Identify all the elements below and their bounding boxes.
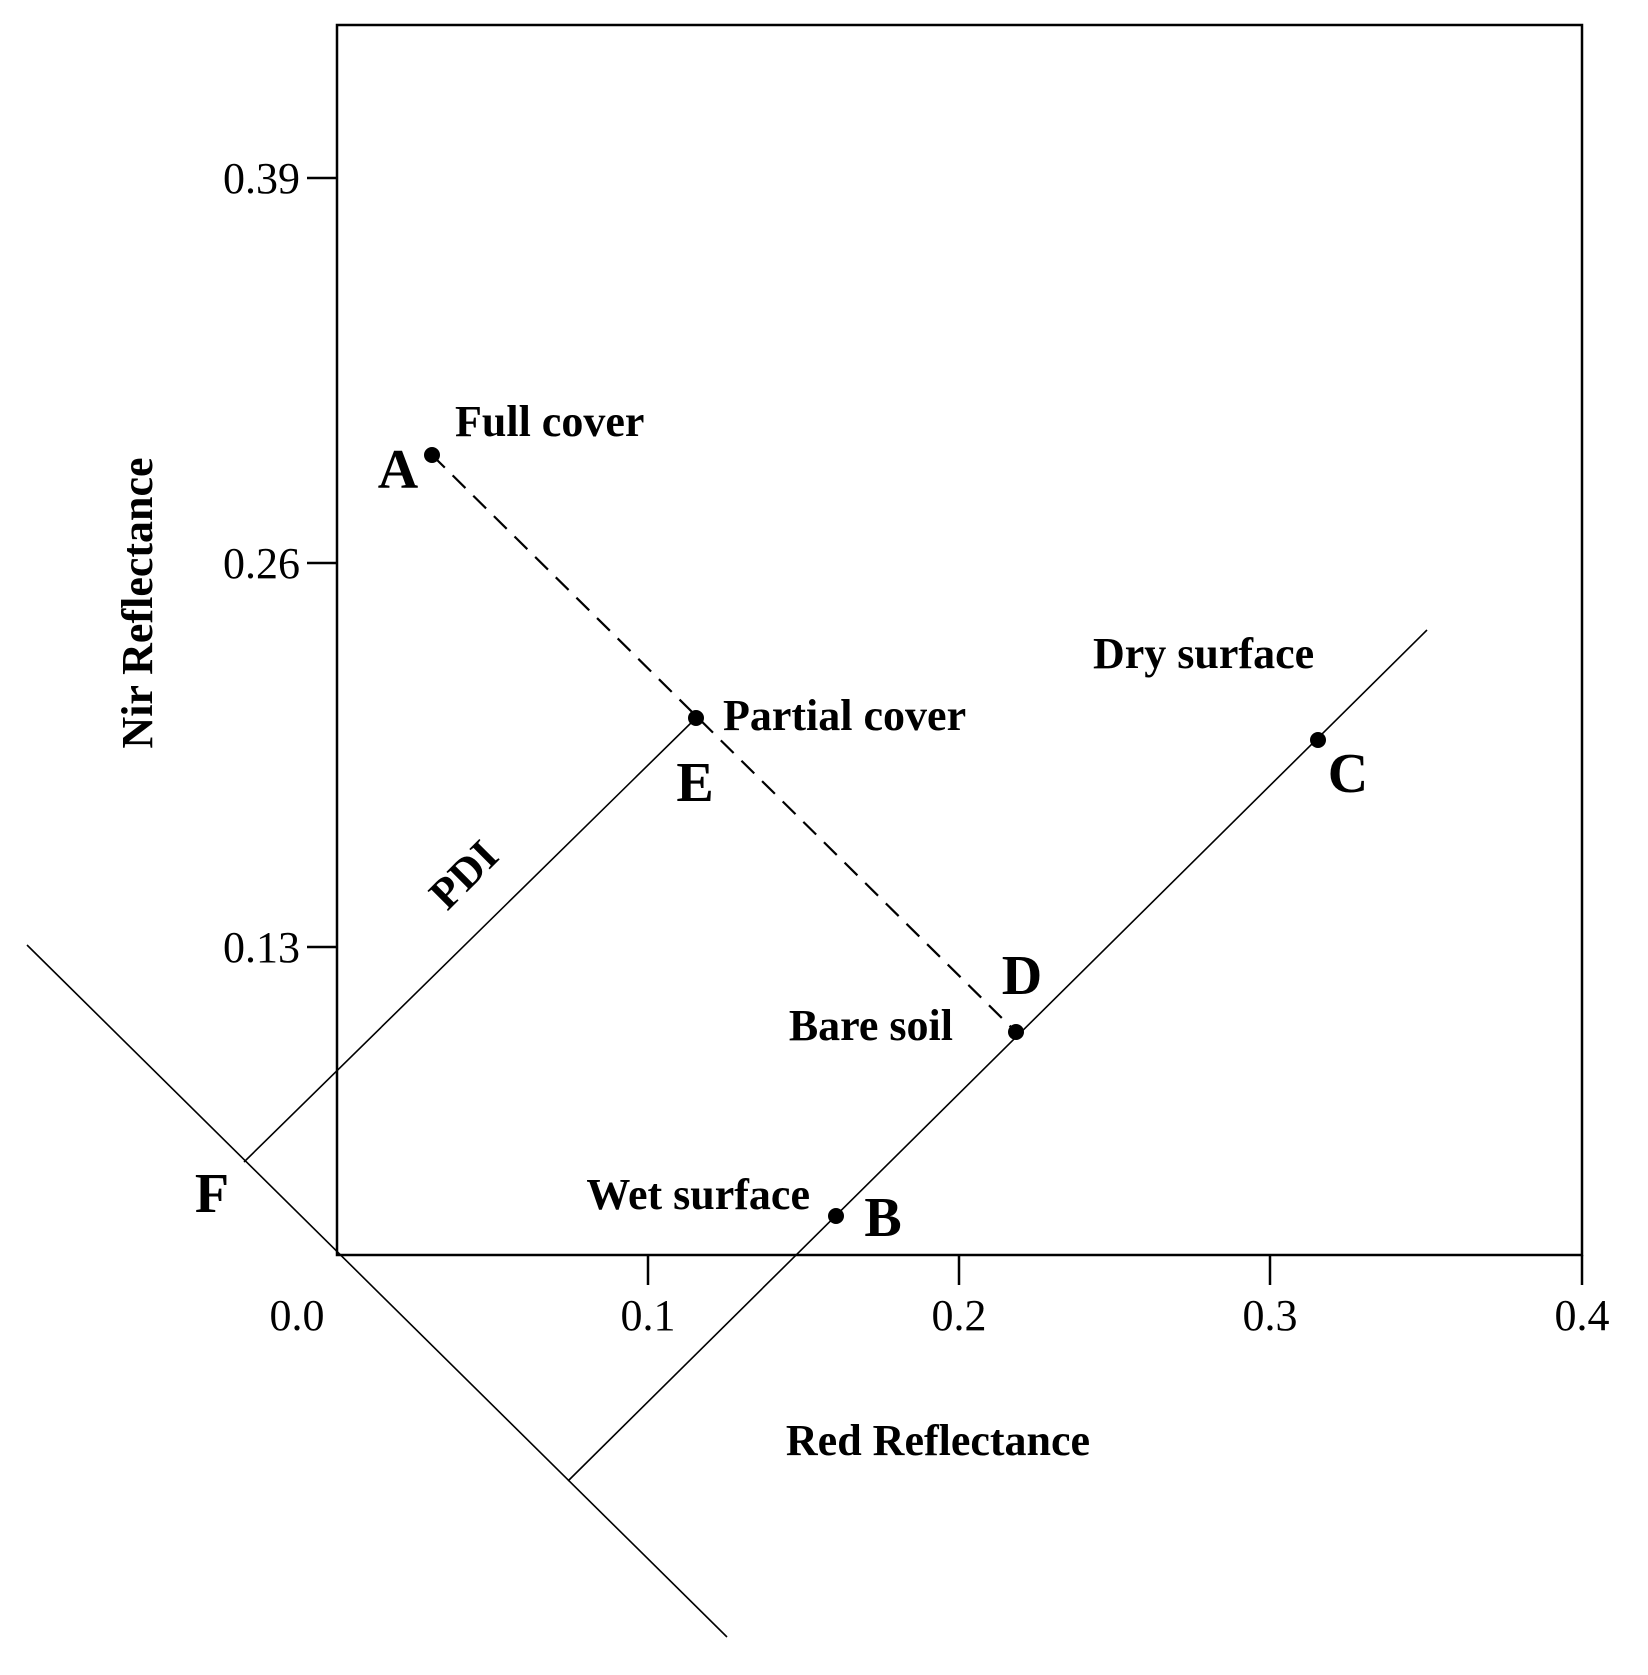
y-tick-label-026: 0.26 bbox=[223, 539, 300, 588]
label-bare-soil: Bare soil bbox=[789, 1001, 953, 1050]
y-axis-title: Nir Reflectance bbox=[113, 457, 162, 748]
vegetation-dashed-line bbox=[431, 454, 1017, 1033]
label-full-cover: Full cover bbox=[455, 397, 644, 446]
point-b-letter: B bbox=[864, 1187, 901, 1249]
y-tick-label-039: 0.39 bbox=[223, 154, 300, 203]
perpendicular-baseline bbox=[26, 944, 728, 1638]
point-f-letter: F bbox=[195, 1163, 229, 1225]
x-tick-label-00: 0.0 bbox=[270, 1291, 325, 1340]
pdi-line bbox=[243, 717, 697, 1163]
x-tick-label-01: 0.1 bbox=[621, 1291, 676, 1340]
point-d-letter: D bbox=[1002, 945, 1042, 1007]
label-wet-surface: Wet surface bbox=[586, 1170, 810, 1219]
soil-line bbox=[567, 629, 1428, 1482]
x-tick-label-02: 0.2 bbox=[932, 1291, 987, 1340]
y-tick-label-013: 0.13 bbox=[223, 923, 300, 972]
label-partial-cover: Partial cover bbox=[723, 691, 966, 740]
point-e-letter: E bbox=[676, 752, 713, 814]
point-a-letter: A bbox=[378, 439, 419, 501]
point-d-dot bbox=[1008, 1024, 1024, 1040]
x-tick-label-04: 0.4 bbox=[1555, 1291, 1610, 1340]
label-pdi: PDI bbox=[420, 831, 508, 919]
point-e-dot bbox=[688, 710, 704, 726]
point-c-letter: C bbox=[1328, 743, 1368, 805]
point-c-dot bbox=[1310, 732, 1326, 748]
point-b-dot bbox=[828, 1208, 844, 1224]
x-tick-label-03: 0.3 bbox=[1243, 1291, 1298, 1340]
point-a-dot bbox=[424, 447, 440, 463]
plot-frame bbox=[335, 23, 1584, 1257]
label-dry-surface: Dry surface bbox=[1093, 629, 1314, 678]
x-axis-title: Red Reflectance bbox=[786, 1416, 1090, 1465]
